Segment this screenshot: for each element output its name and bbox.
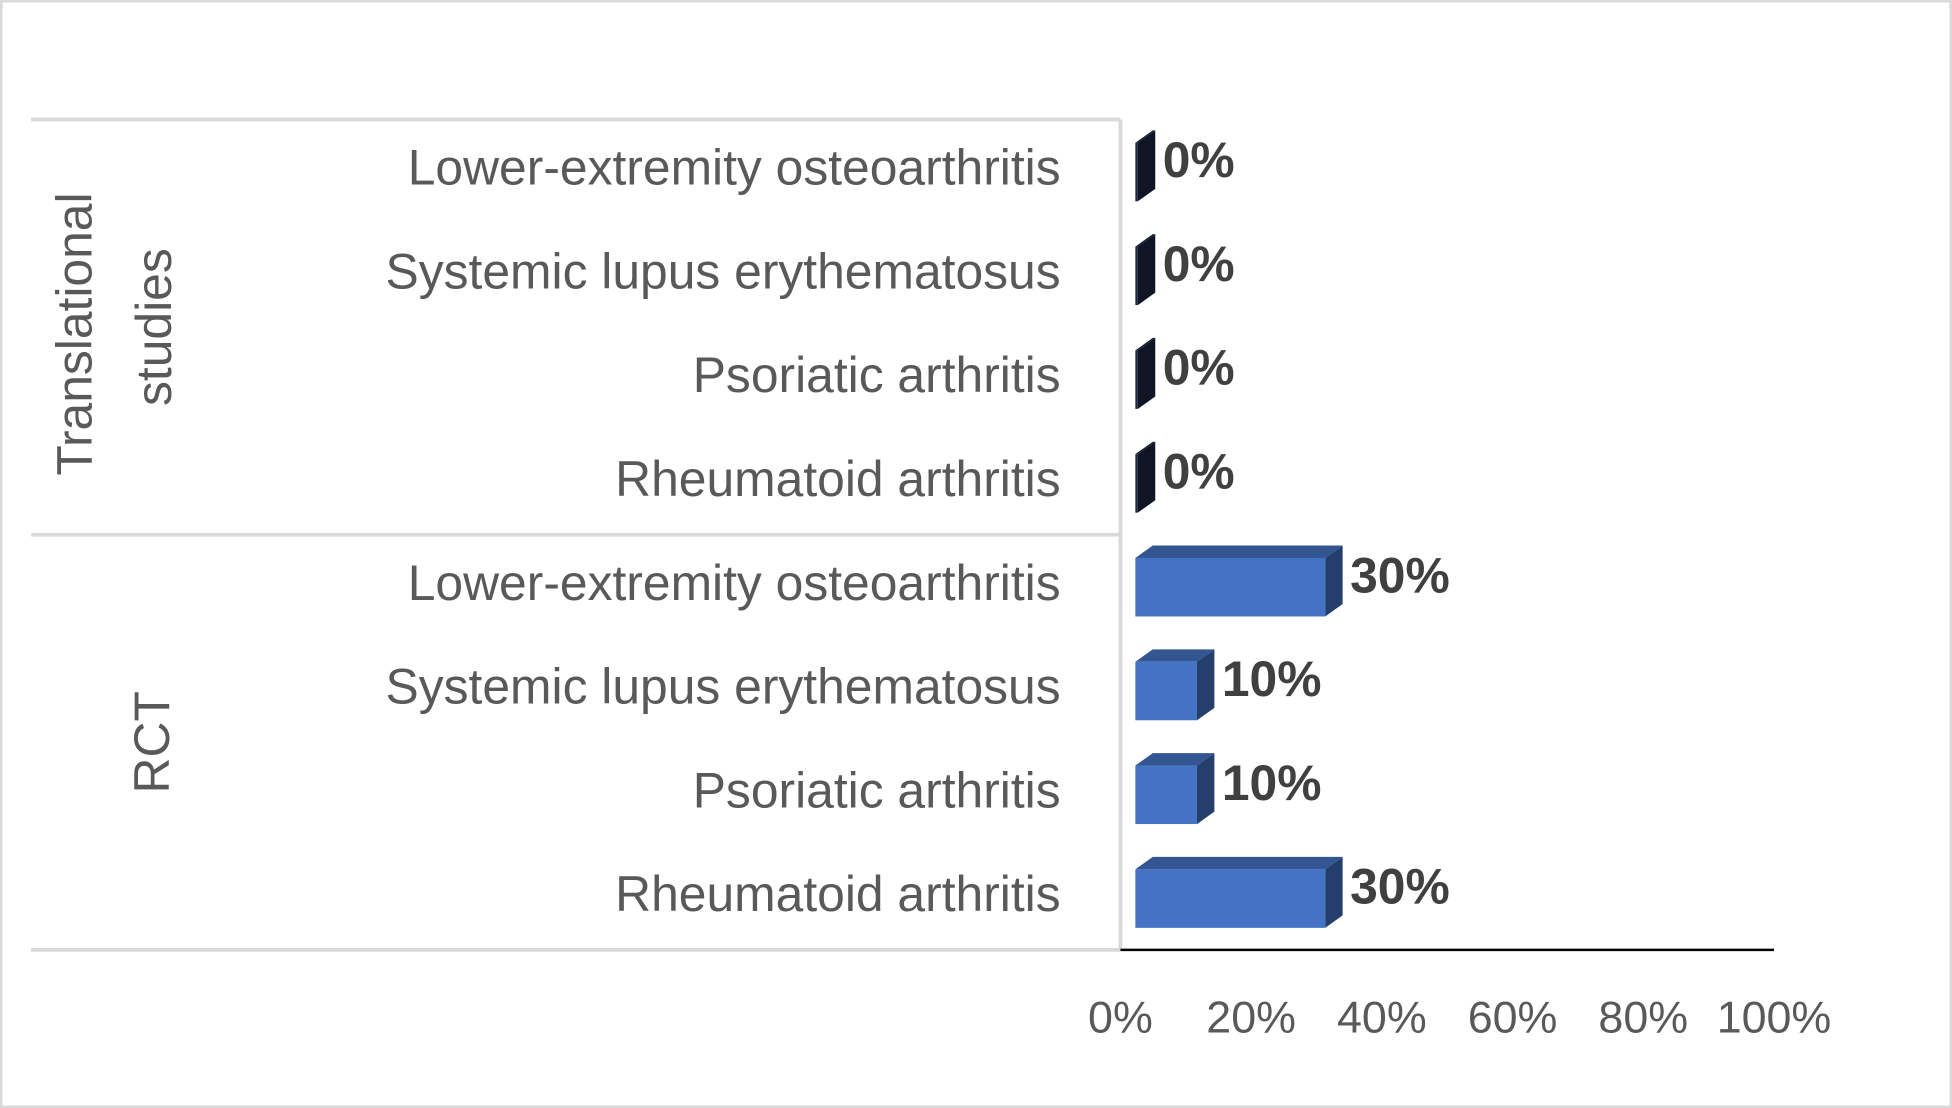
bar [1135, 765, 1197, 825]
bar-side [1325, 856, 1343, 928]
x-tick-label: 0% [1088, 993, 1153, 1043]
bar-side [1137, 234, 1156, 306]
bar-side [1137, 337, 1156, 409]
x-tick-label: 80% [1598, 993, 1688, 1043]
category-label: Psoriatic arthritis [693, 762, 1061, 818]
bar-top [1135, 441, 1156, 455]
value-label: 0% [1163, 443, 1235, 499]
x-tick-label: 20% [1206, 993, 1296, 1043]
value-label: 30% [1350, 859, 1450, 915]
group-label: Translational studies [47, 179, 183, 476]
category-label: Systemic lupus erythematosus [386, 243, 1061, 299]
bar [1135, 557, 1326, 617]
bar-top [1135, 130, 1156, 143]
bar-side [1325, 545, 1343, 617]
category-label: Rheumatoid arthritis [615, 866, 1060, 922]
bar [1135, 661, 1197, 721]
bar [1135, 454, 1138, 513]
bar-top [1135, 649, 1215, 662]
bar-top [1135, 856, 1343, 870]
category-label: Psoriatic arthritis [693, 347, 1061, 403]
bar-side [1137, 130, 1156, 202]
x-tick-label: 40% [1337, 993, 1427, 1043]
x-tick-label: 100% [1717, 993, 1832, 1043]
category-label: Lower-extremity osteoarthritis [408, 140, 1061, 196]
category-label: Rheumatoid arthritis [615, 451, 1060, 507]
bar-side [1196, 753, 1215, 825]
bar-top [1135, 753, 1215, 766]
x-tick-label: 60% [1468, 993, 1558, 1043]
group-label: RCT [124, 691, 180, 793]
value-label: 0% [1163, 132, 1235, 188]
bar [1135, 142, 1138, 202]
bar-side [1196, 649, 1215, 721]
bar [1135, 869, 1326, 928]
category-label: Systemic lupus erythematosus [386, 659, 1061, 715]
bar-top [1135, 545, 1343, 558]
bar [1135, 350, 1138, 409]
bar-top [1135, 234, 1156, 247]
category-label: Lower-extremity osteoarthritis [408, 555, 1061, 611]
value-label: 10% [1222, 755, 1322, 811]
bar [1135, 246, 1138, 306]
value-label: 0% [1163, 340, 1235, 396]
value-label: 0% [1163, 236, 1235, 292]
value-label: 10% [1222, 651, 1322, 707]
bar-top [1135, 337, 1156, 351]
value-label: 30% [1350, 547, 1450, 603]
bar-side [1137, 441, 1156, 513]
